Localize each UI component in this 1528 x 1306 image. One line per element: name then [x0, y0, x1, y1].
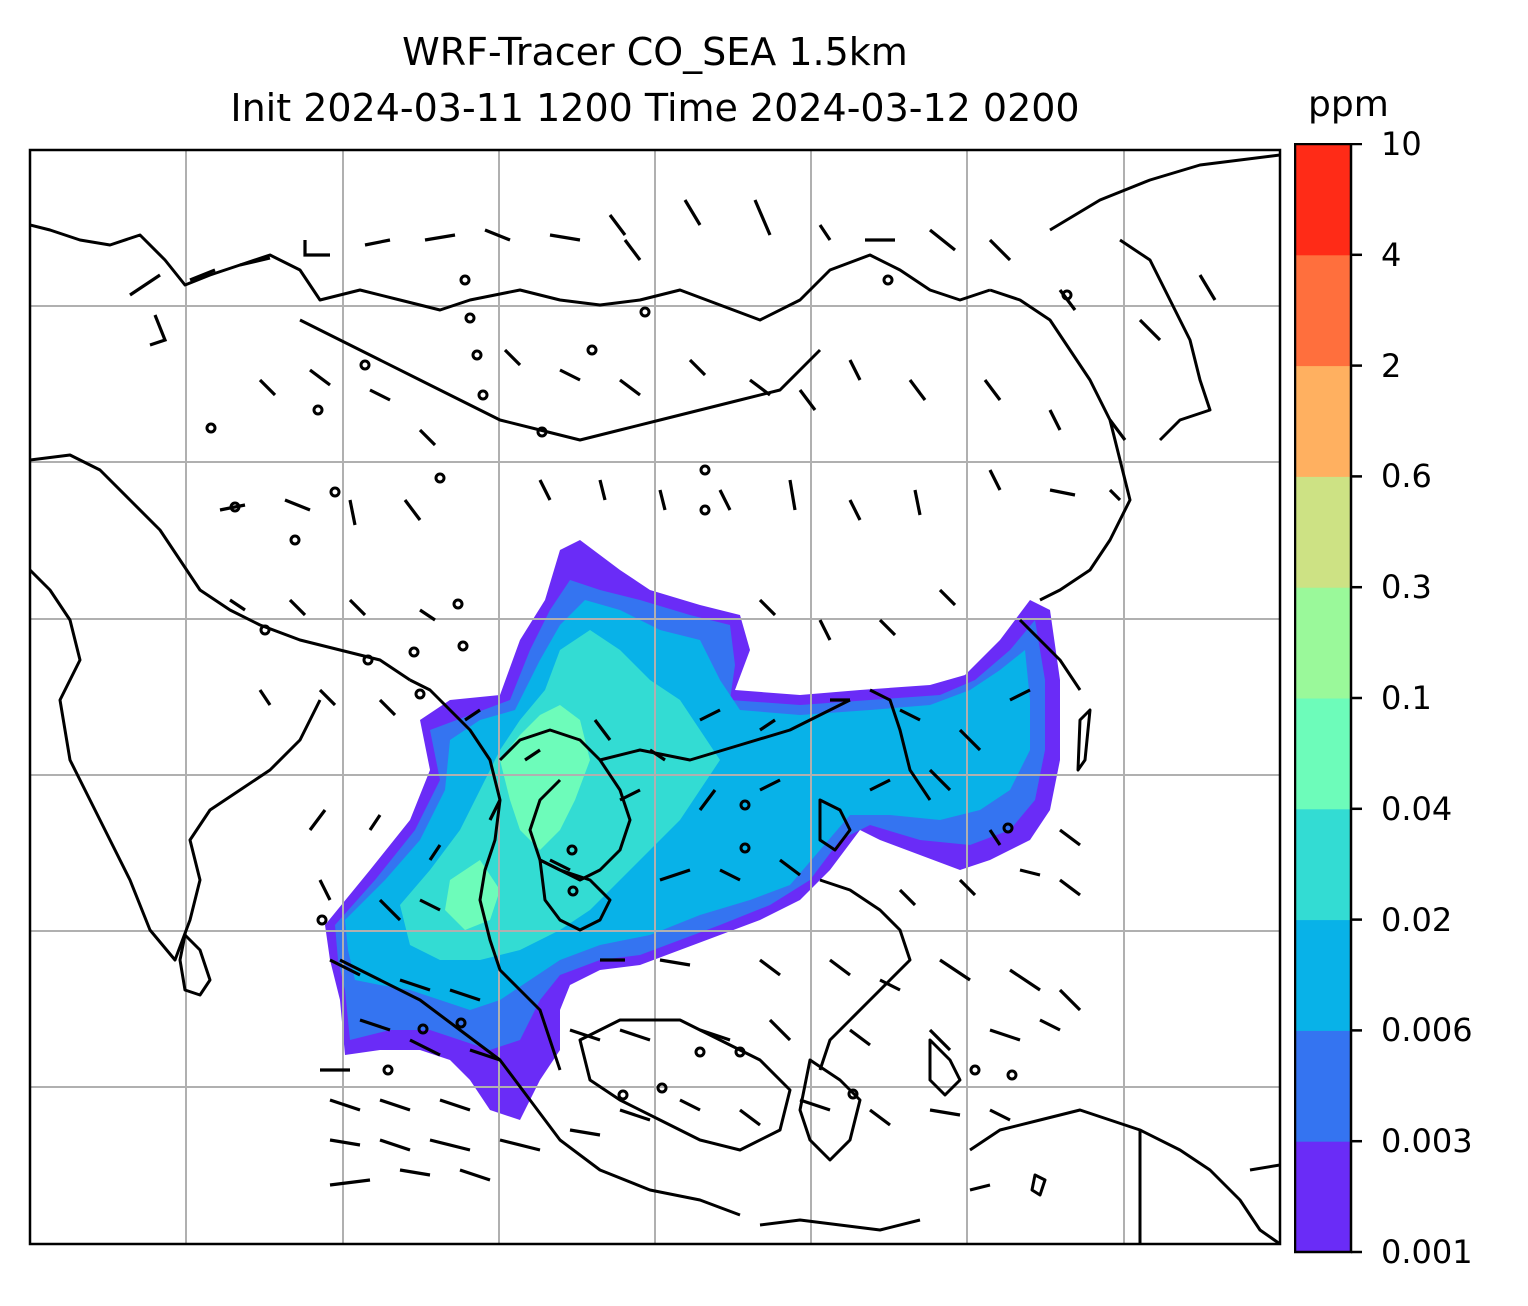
colorbar-tick-label: 0.02 — [1381, 900, 1453, 939]
colorbar-segment — [1295, 698, 1351, 810]
colorbar-tick-label: 0.3 — [1381, 568, 1432, 607]
colorbar — [1294, 143, 1362, 1254]
colorbar-tick-label: 0.006 — [1381, 1011, 1473, 1050]
figure-title-line1: WRF-Tracer CO_SEA 1.5km — [402, 30, 908, 74]
colorbar-segment — [1295, 919, 1351, 1031]
map-gridlines — [30, 150, 1280, 1244]
map-frame — [28, 148, 1282, 1246]
colorbar-tick-label: 0.003 — [1381, 1122, 1473, 1161]
co-concentration-field — [325, 540, 1060, 1120]
plume-level-0.04 — [500, 705, 590, 850]
wind-barbs — [129, 199, 1217, 1192]
colorbar-segment — [1295, 365, 1351, 477]
colorbar-segment — [1295, 808, 1351, 921]
colorbar-tick-label: 0.6 — [1381, 457, 1432, 496]
figure-title-line2: Init 2024-03-11 1200 Time 2024-03-12 020… — [230, 86, 1080, 130]
colorbar-units: ppm — [1308, 84, 1389, 125]
colorbar-segment — [1295, 144, 1351, 256]
colorbar-segment — [1295, 254, 1351, 367]
plume-level-0.04-b — [445, 860, 500, 930]
colorbar-tick-label: 2 — [1381, 346, 1402, 385]
colorbar-tick-label: 0.04 — [1381, 789, 1453, 828]
colorbar-segment — [1295, 1141, 1351, 1253]
calm-wind-markers — [205, 274, 1073, 1101]
coastlines — [30, 153, 1280, 1244]
colorbar-tick-label: 10 — [1381, 125, 1422, 163]
colorbar-tick-label: 0.001 — [1381, 1233, 1473, 1271]
colorbar-segment — [1295, 587, 1351, 699]
colorbar-segment — [1295, 1030, 1351, 1142]
colorbar-segment — [1295, 476, 1351, 588]
colorbar-tick-label: 0.1 — [1381, 679, 1432, 717]
colorbar-tick-label: 4 — [1381, 235, 1402, 274]
